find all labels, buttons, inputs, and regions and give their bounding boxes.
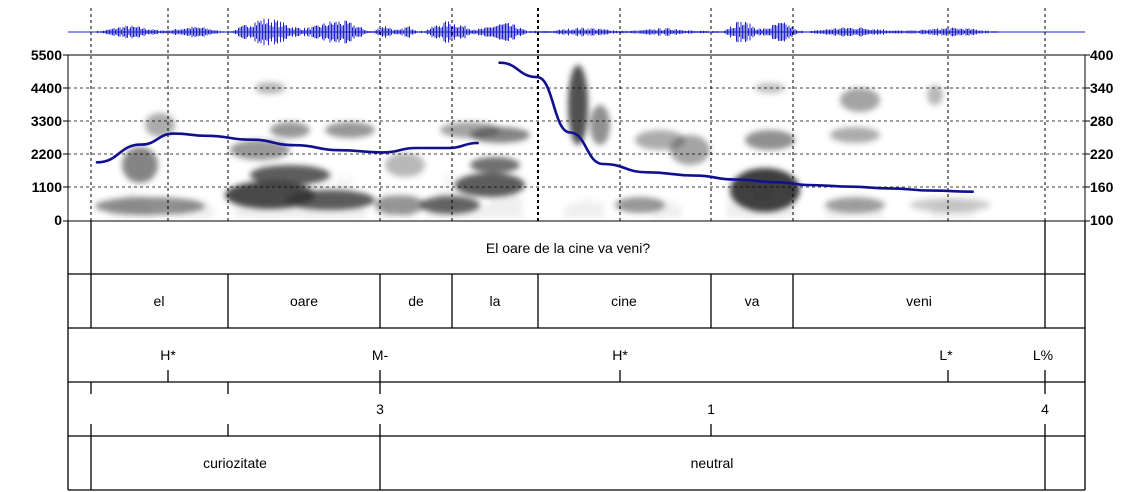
break-index-label: 1 (707, 401, 715, 417)
spectrogram-energy (255, 82, 285, 94)
spectrogram-energy (455, 173, 525, 197)
word-label: va (745, 293, 760, 309)
word-label: veni (906, 293, 932, 309)
word-label: el (154, 293, 165, 309)
tone-label: L% (1033, 347, 1053, 363)
spectrogram-energy (730, 168, 800, 212)
break-index-label: 3 (376, 401, 384, 417)
spectrogram-energy (568, 65, 588, 145)
break-index-label: 4 (1041, 401, 1049, 417)
spectrogram-energy (375, 195, 425, 215)
spectrogram-energy (230, 140, 290, 160)
spectrogram-energy (385, 153, 425, 177)
tone-label: H* (160, 347, 176, 363)
spectrogram-energy (927, 85, 943, 105)
freq-tick-label: 5500 (31, 47, 62, 63)
freq-tick-label: 4400 (31, 80, 62, 96)
freq-tick-label: 2200 (31, 146, 62, 162)
spectrogram-striations (109, 159, 975, 218)
tone-label: M- (372, 347, 389, 363)
waveform (68, 18, 1085, 46)
f0-tick-label: 160 (1090, 179, 1114, 195)
spectrogram-energy (250, 165, 330, 185)
spectrogram-energy (325, 122, 375, 138)
sentence-label: El oare de la cine va veni? (486, 240, 650, 256)
f0-segment (95, 132, 479, 164)
f0-axis: 400 340 280 220 160 100 (1090, 47, 1114, 228)
word-label: oare (290, 293, 318, 309)
f0-segment (498, 61, 974, 193)
spectrogram-energy (95, 197, 205, 215)
word-label: de (408, 293, 424, 309)
word-label: cine (611, 293, 637, 309)
spectrogram-energy (840, 88, 880, 112)
spectrogram-energy (590, 105, 610, 145)
spectrogram-energy (745, 130, 795, 150)
spectrogram-frame (67, 54, 1086, 222)
spectrogram-energy (825, 197, 885, 213)
meaning-label: curiozitate (203, 455, 267, 471)
f0-contour (95, 61, 974, 193)
f0-tick-label: 220 (1090, 146, 1114, 162)
waveform-trace (95, 18, 1000, 46)
spectrogram-energy (830, 127, 880, 143)
f0-tick-label: 280 (1090, 113, 1114, 129)
f0-tick-label: 340 (1090, 80, 1114, 96)
spectrogram-energy (420, 196, 480, 214)
tone-label: L* (939, 347, 953, 363)
spectrogram-grid (63, 8, 1090, 222)
tier-labels: El oare de la cine va veni? el oare de l… (154, 240, 1054, 471)
spectrogram-energy (122, 147, 158, 183)
freq-tick-label: 0 (54, 212, 62, 228)
frequency-axis: 5500 4400 3300 2200 1100 0 (31, 47, 62, 228)
spectrogram-energy (470, 157, 520, 173)
tone-label: H* (612, 347, 628, 363)
meaning-label: neutral (691, 455, 734, 471)
spectrogram-energy (470, 127, 530, 143)
freq-tick-label: 3300 (31, 113, 62, 129)
spectrogram-energy (670, 135, 710, 165)
annotation-tiers (67, 221, 1086, 491)
spectrogram-energy (615, 197, 665, 213)
freq-tick-label: 1100 (32, 179, 63, 195)
f0-tick-label: 100 (1090, 212, 1114, 228)
spectrogram-energy (285, 190, 375, 210)
f0-tick-label: 400 (1090, 47, 1114, 63)
spectrogram-energy (270, 122, 310, 138)
word-label: la (490, 293, 501, 309)
